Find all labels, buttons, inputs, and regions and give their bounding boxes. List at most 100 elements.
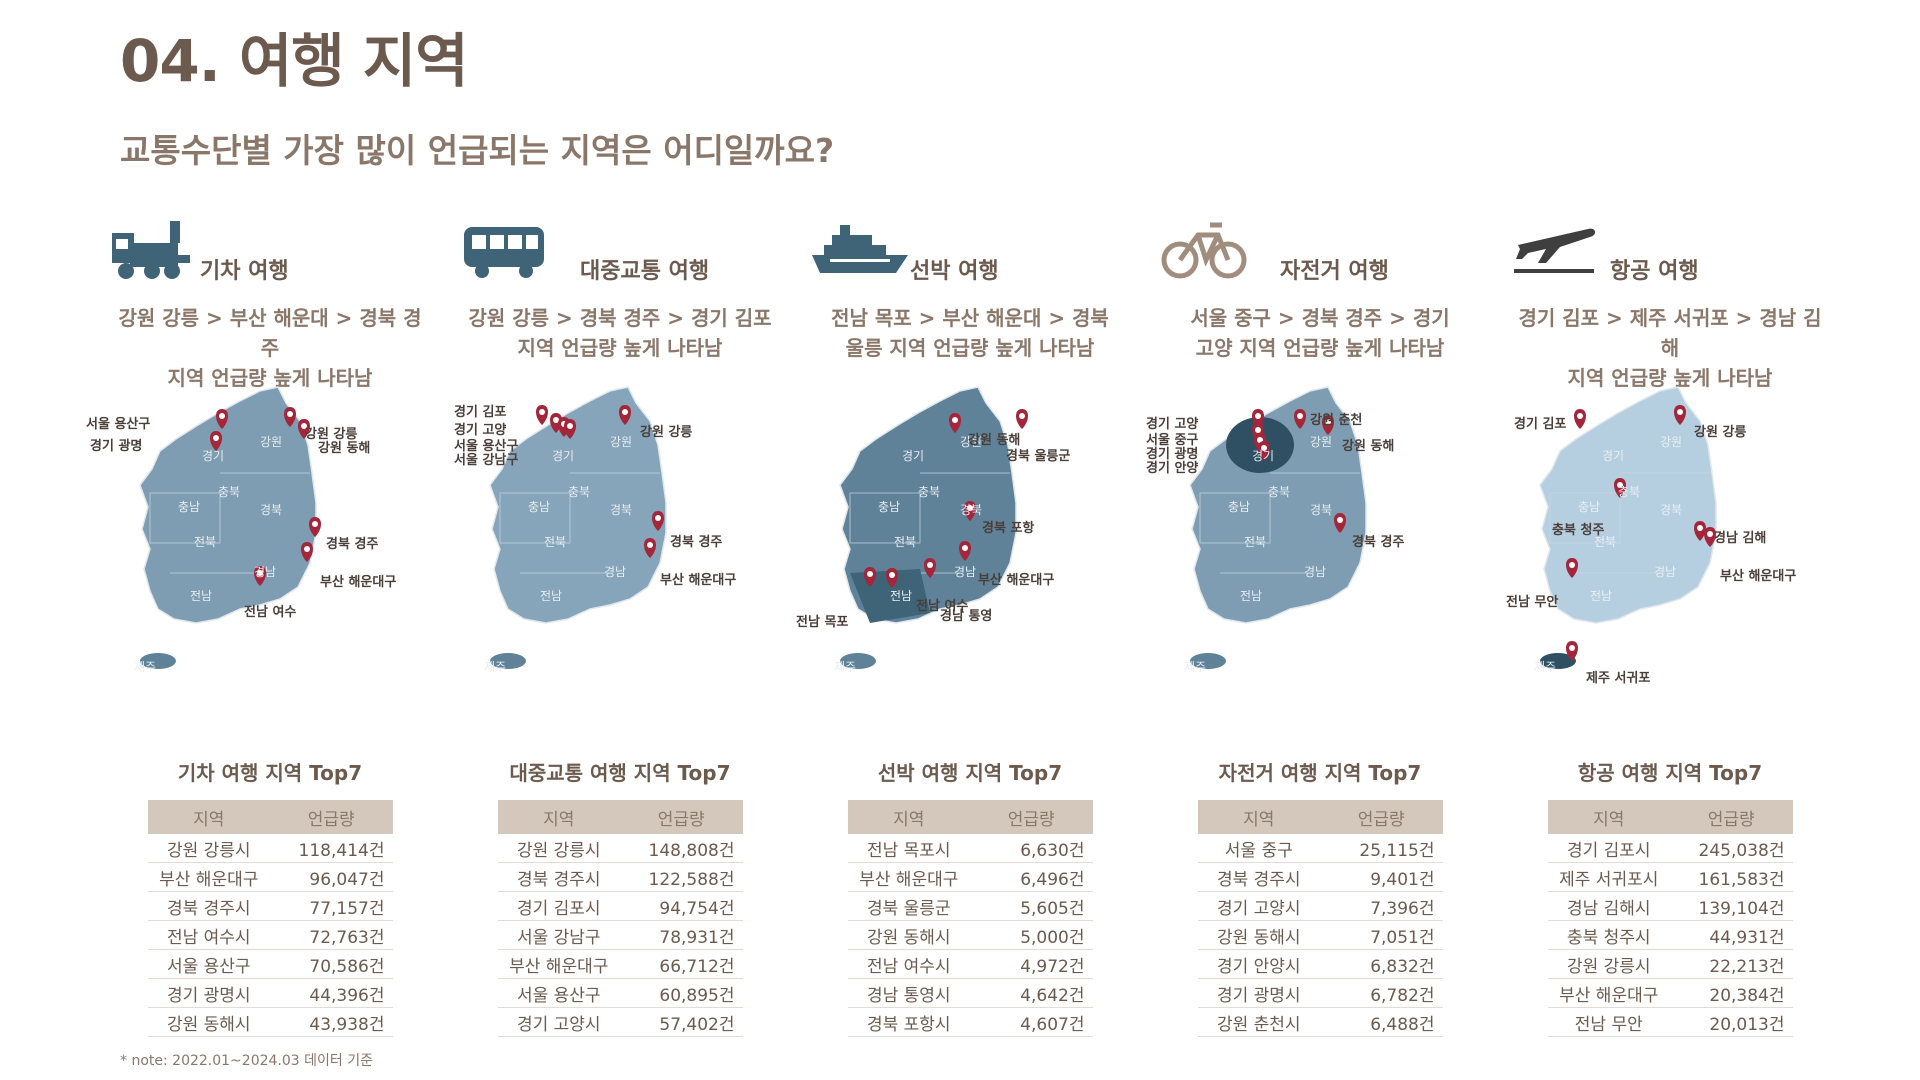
map-region-label: 경남 [604,565,627,579]
map-pin-icon [864,567,876,587]
map-region-label: 전남 [1240,589,1263,603]
map-pin-label: 전남 여수 [916,599,969,614]
table-row: 경기 김포시 245,038건 [1547,834,1793,863]
region-cell: 강원 동해시 [1197,920,1320,950]
map-pin-label: 충북 청주 [1552,523,1605,538]
region-cell: 전남 여수시 [847,949,970,979]
count-cell: 148,808건 [620,834,743,863]
table-header-count: 언급량 [1320,800,1443,834]
jeju-island [1540,653,1576,669]
korea-map: 경기 강원 충북 충남 경북 전북 경남 전남 제주 서울 용산구 경기 광명 강원 강릉 강원 동해 경… [86,373,430,743]
table-header-region: 지역 [147,800,270,834]
map-pin-label: 서울 강남구 [454,453,519,468]
count-cell: 44,931건 [1670,920,1793,950]
map-pin-label: 제주 서귀포 [1586,671,1651,686]
map-pin-label: 강원 강릉 [640,425,693,440]
table-row: 경북 포항시 4,607건 [847,1007,1093,1037]
map-region-label: 전북 [894,535,917,549]
jeju-island [1190,653,1226,669]
region-cell: 강원 동해시 [847,920,970,950]
count-cell: 161,583건 [1670,862,1793,892]
region-cell: 경기 광명시 [1197,978,1320,1008]
table-header-region: 지역 [497,800,620,834]
region-cell: 부산 해운대구 [847,862,970,892]
mode-summary: 강원 강릉 > 경북 경주 > 경기 김포 지역 언급량 높게 나타남 [468,306,772,360]
map-pin-icon [1614,478,1626,498]
table-row: 충북 청주시 44,931건 [1547,920,1793,950]
count-cell: 245,038건 [1670,834,1793,863]
map-region-label: 경북 [960,503,983,517]
count-cell: 25,115건 [1320,834,1443,863]
map-pin-icon [619,405,631,425]
map-pin-icon [1574,409,1586,429]
table-row: 서울 중구 25,115건 [1197,834,1443,863]
map-pin-icon [886,568,898,588]
count-cell: 60,895건 [620,978,743,1008]
count-cell: 78,931건 [620,920,743,950]
map-pin-label: 강원 동해 [968,433,1021,448]
count-cell: 5,000건 [970,920,1093,950]
map-region-label: 경북 [610,503,633,517]
map-region-label: 경기 [1252,449,1275,463]
table-row: 경기 광명시 6,782건 [1197,978,1443,1008]
column-bicycle: 자전거 여행 서울 중구 > 경북 경주 > 경기 고양 지역 언급량 높게 나타… [1146,215,1480,1037]
region-cell: 경남 김해시 [1547,891,1670,921]
count-cell: 44,396건 [270,978,393,1008]
map-pin-label: 부산 해운대구 [1720,569,1797,584]
region-cell: 경기 김포시 [497,891,620,921]
table-row: 서울 용산구 70,586건 [147,949,393,979]
map-pin-label: 경남 김해 [1714,531,1767,546]
mode-header: 자전거 여행 [1160,215,1480,285]
map-region-label: 강원 [610,435,633,449]
map-region-label: 경남 [954,565,977,579]
mode-summary: 강원 강릉 > 부산 해운대 > 경북 경주 지역 언급량 높게 나타남 [118,306,422,390]
map-pin-label: 경기 광명 [90,439,143,454]
table-row: 경기 광명시 44,396건 [147,978,393,1008]
map-region-label: 충남 [1228,500,1251,514]
region-cell: 경기 김포시 [1547,834,1670,863]
map-region-label: 경남 [1304,565,1327,579]
table-row: 강원 춘천시 6,488건 [1197,1007,1443,1037]
table-row: 강원 동해시 7,051건 [1197,920,1443,950]
korea-map-mainland [139,386,317,624]
count-cell: 6,630건 [970,834,1093,863]
region-cell: 충북 청주시 [1547,920,1670,950]
map-region-label: 제주 [484,660,507,674]
map-pin-label: 강원 동해 [318,441,371,456]
count-cell: 118,414건 [270,834,393,863]
korea-map-mainland [1539,386,1717,624]
table-header-region: 지역 [1547,800,1670,834]
region-cell: 강원 강릉시 [147,834,270,863]
count-cell: 94,754건 [620,891,743,921]
count-cell: 20,013건 [1670,1007,1793,1037]
map-region-label: 경북 [260,503,283,517]
map-pin-icon [216,409,228,429]
map-region-label: 충북 [218,485,241,499]
map-region-label: 전북 [194,535,217,549]
mode-header: 대중교통 여행 [460,215,780,285]
map-pin-label: 부산 해운대구 [320,575,397,590]
map-region-label: 강원 [260,435,283,449]
map-pin-icon [564,419,576,439]
count-cell: 77,157건 [270,891,393,921]
table-row: 경북 경주시 77,157건 [147,891,393,921]
map-pin-icon [284,407,296,427]
map-pin-icon [1566,641,1578,661]
table-row: 부산 해운대구 66,712건 [497,949,743,979]
map-pin-label: 부산 해운대구 [660,573,737,588]
mode-label: 기차 여행 [200,259,289,284]
count-cell: 4,642건 [970,978,1093,1008]
map-pin-icon [1258,441,1270,461]
map-pin-label: 경남 통영 [940,609,993,624]
map-region-label: 경북 [1660,503,1683,517]
region-cell: 경북 포항시 [847,1007,970,1037]
map-region-label: 경기 [1602,449,1625,463]
region-cell: 경기 광명시 [147,978,270,1008]
region-cell: 강원 강릉시 [1547,949,1670,979]
map-pin-icon [652,511,664,531]
map-region-label: 전북 [1244,535,1267,549]
table-row: 강원 강릉시 148,808건 [497,834,743,863]
region-cell: 부산 해운대구 [1547,978,1670,1008]
table-row: 경남 통영시 4,642건 [847,978,1093,1008]
